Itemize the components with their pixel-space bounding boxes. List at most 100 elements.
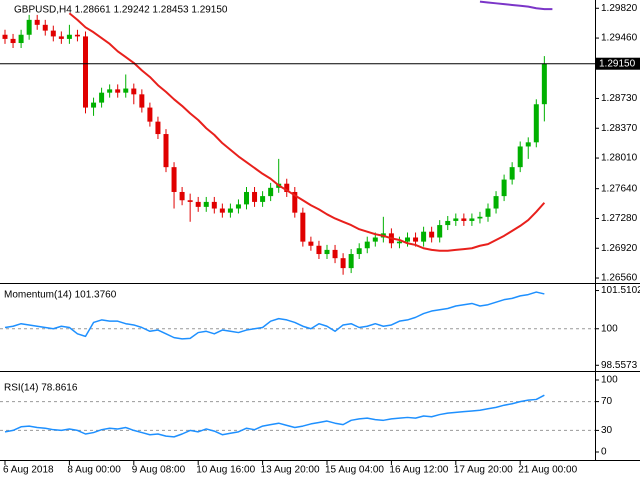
- y-tick-label: 1.29460: [601, 33, 638, 44]
- candle-body: [461, 218, 467, 221]
- candle-body: [364, 241, 370, 249]
- panel-title: GBPUSD,H4 1.28661 1.29242 1.28453 1.2915…: [14, 5, 228, 16]
- candle-body: [356, 248, 362, 255]
- candle-body: [429, 231, 435, 238]
- y-tick-label: 1.28010: [601, 153, 638, 164]
- candle-body: [131, 88, 137, 95]
- candle-body: [219, 208, 225, 213]
- candle-body: [501, 179, 507, 197]
- candle-body: [268, 187, 274, 197]
- x-tick-label: 15 Aug 04:00: [325, 465, 384, 476]
- candle-body: [533, 104, 539, 143]
- candle-body: [42, 24, 48, 31]
- candle-body: [235, 204, 241, 209]
- y-tick-label: 98.5573: [601, 360, 638, 371]
- candle-body: [139, 94, 145, 108]
- candle-body: [115, 89, 121, 93]
- candle-body: [324, 249, 330, 255]
- y-tick-label: 100: [601, 323, 618, 334]
- candle-body: [437, 225, 443, 238]
- candle-body: [244, 191, 249, 205]
- candle-body: [340, 258, 346, 269]
- candle-body: [316, 245, 322, 255]
- x-tick-label: 9 Aug 08:00: [132, 465, 186, 476]
- candle-body: [292, 191, 298, 213]
- candle-body: [252, 191, 258, 202]
- x-tick-label: 21 Aug 00:00: [518, 465, 577, 476]
- candle-body: [509, 167, 515, 180]
- candle-body: [187, 200, 193, 202]
- candle-body: [405, 237, 410, 242]
- candle-body: [453, 218, 459, 221]
- candle-body: [74, 34, 80, 37]
- candle-body: [155, 121, 161, 135]
- panel-title: RSI(14) 78.8616: [4, 383, 78, 394]
- candle-body: [284, 183, 290, 192]
- y-tick-label: 0: [601, 447, 607, 458]
- candle-body: [50, 30, 56, 37]
- candle-body: [227, 208, 233, 213]
- candle-body: [18, 34, 24, 44]
- y-tick-label: 1.28730: [601, 93, 638, 104]
- candle-body: [396, 241, 402, 244]
- current-price-box: [596, 57, 640, 70]
- y-tick-label: 1.29820: [601, 3, 638, 14]
- candle-body: [260, 196, 266, 202]
- candle-body: [413, 237, 419, 242]
- candle-body: [300, 212, 306, 242]
- y-tick-label: 1.26920: [601, 243, 638, 254]
- candle-body: [203, 201, 209, 207]
- candle-body: [99, 92, 105, 103]
- candle-body: [421, 231, 427, 242]
- candle-body: [179, 191, 185, 201]
- indicator-line: [4, 291, 545, 340]
- candle-body: [83, 36, 88, 108]
- moving-average: [479, 0, 553, 11]
- candle-body: [91, 102, 97, 108]
- candle-body: [66, 34, 72, 39]
- y-tick-label: 1.28370: [601, 123, 638, 134]
- indicator-line: [4, 394, 545, 438]
- y-tick-label: 1.27640: [601, 183, 638, 194]
- candle-body: [372, 237, 378, 242]
- panel-title: Momentum(14) 101.3760: [4, 290, 117, 301]
- x-tick-label: 16 Aug 12:00: [389, 465, 448, 476]
- candle-body: [445, 220, 451, 226]
- x-tick-label: 6 Aug 2018: [3, 465, 54, 476]
- candle-body: [493, 196, 499, 209]
- moving-average: [68, 12, 546, 252]
- candle-body: [469, 218, 475, 221]
- candle-body: [58, 36, 64, 39]
- x-tick-label: 13 Aug 20:00: [261, 465, 320, 476]
- candle-body: [541, 63, 547, 105]
- y-tick-label: 30: [601, 425, 613, 436]
- y-tick-label: 101.5102: [601, 285, 640, 296]
- x-tick-label: 17 Aug 20:00: [454, 465, 513, 476]
- candle-body: [123, 88, 129, 93]
- candle-body: [332, 249, 338, 259]
- candle-body: [211, 201, 217, 209]
- candle-body: [308, 241, 314, 246]
- candle-body: [26, 19, 32, 35]
- candle-body: [163, 134, 169, 168]
- x-tick-label: 10 Aug 16:00: [196, 465, 255, 476]
- y-tick-label: 1.26560: [601, 273, 638, 284]
- candle-body: [485, 208, 491, 217]
- candle-body: [517, 146, 523, 168]
- candle-body: [34, 19, 40, 25]
- candle-body: [147, 107, 153, 122]
- candle-body: [477, 216, 483, 219]
- candle-body: [525, 142, 531, 147]
- y-tick-label: 70: [601, 396, 613, 407]
- current-price-label: 1.29150: [599, 58, 636, 69]
- x-tick-label: 8 Aug 00:00: [67, 465, 121, 476]
- y-tick-label: 100: [601, 375, 618, 386]
- candle-body: [348, 254, 354, 269]
- candle-body: [171, 167, 177, 192]
- candle-body: [107, 89, 113, 93]
- candle-body: [195, 201, 201, 207]
- candle-body: [10, 38, 16, 44]
- y-tick-label: 1.27280: [601, 213, 638, 224]
- candle-body: [2, 34, 8, 39]
